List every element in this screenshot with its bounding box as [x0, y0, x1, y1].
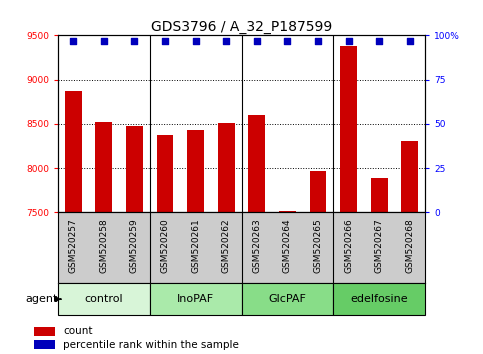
Text: GSM520261: GSM520261 [191, 218, 200, 273]
Text: GSM520259: GSM520259 [130, 218, 139, 273]
Text: InoPAF: InoPAF [177, 294, 214, 304]
Text: GSM520264: GSM520264 [283, 218, 292, 273]
Text: GSM520268: GSM520268 [405, 218, 414, 273]
Text: agent: agent [26, 294, 58, 304]
Text: edelfosine: edelfosine [350, 294, 408, 304]
Text: percentile rank within the sample: percentile rank within the sample [63, 340, 239, 350]
Text: GSM520267: GSM520267 [375, 218, 384, 273]
Text: GSM520260: GSM520260 [160, 218, 170, 273]
Bar [218, 123, 235, 354]
Point [222, 38, 230, 44]
Bar [333, 283, 425, 315]
Bar [371, 178, 387, 354]
Bar [150, 283, 242, 315]
Bar [401, 141, 418, 354]
Point [406, 38, 413, 44]
Text: GSM520258: GSM520258 [99, 218, 108, 273]
Bar [126, 126, 143, 354]
Text: control: control [85, 294, 123, 304]
Text: GSM520265: GSM520265 [313, 218, 323, 273]
Bar [156, 135, 173, 354]
Point [100, 38, 108, 44]
Point [284, 38, 291, 44]
Point [345, 38, 353, 44]
Point [375, 38, 383, 44]
Point [130, 38, 138, 44]
Point [253, 38, 261, 44]
Bar [340, 46, 357, 354]
Text: GSM520263: GSM520263 [252, 218, 261, 273]
Bar [65, 91, 82, 354]
Bar [58, 283, 150, 315]
Text: count: count [63, 326, 93, 336]
Text: GlcPAF: GlcPAF [269, 294, 306, 304]
Bar [279, 211, 296, 354]
Bar [34, 341, 56, 349]
Bar [242, 283, 333, 315]
Text: GSM520257: GSM520257 [69, 218, 78, 273]
Point [70, 38, 77, 44]
Bar [34, 327, 56, 336]
Point [192, 38, 199, 44]
Point [161, 38, 169, 44]
Bar [310, 171, 327, 354]
Title: GDS3796 / A_32_P187599: GDS3796 / A_32_P187599 [151, 21, 332, 34]
Bar [96, 122, 112, 354]
Text: GSM520266: GSM520266 [344, 218, 353, 273]
Bar [248, 115, 265, 354]
Bar [187, 130, 204, 354]
Text: GSM520262: GSM520262 [222, 218, 231, 273]
Point [314, 38, 322, 44]
